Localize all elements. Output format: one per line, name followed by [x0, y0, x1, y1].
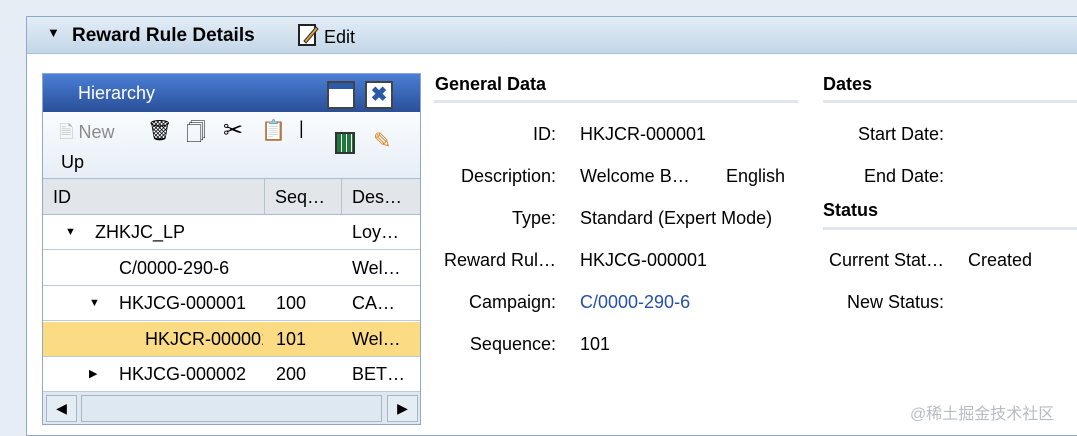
delete-icon[interactable]: 🗑	[147, 120, 173, 142]
row-description: Loy…	[352, 222, 400, 242]
close-icon[interactable]: ✖	[365, 81, 393, 109]
row-sequence: 200	[276, 364, 307, 384]
field-label: Campaign:	[468, 292, 556, 312]
field-label: Type:	[511, 208, 556, 228]
maximize-icon[interactable]	[327, 81, 355, 109]
pencil-icon[interactable]: ✎	[373, 128, 392, 153]
hierarchy-title: Hierarchy	[78, 83, 156, 103]
column-id[interactable]: ID	[43, 179, 265, 215]
new-status-label: New Status:	[846, 292, 944, 312]
column-sequence[interactable]: Seq…	[265, 179, 342, 215]
field-value: Welcome B…	[580, 166, 690, 186]
language-value: English	[726, 166, 786, 186]
general-data-heading: General Data	[435, 74, 547, 94]
row-description: BET…	[352, 364, 406, 384]
scrollbar-thumb[interactable]	[81, 395, 382, 422]
collapse-icon[interactable]: ▼	[47, 25, 60, 40]
panel-header: ▼ Reward Rule Details Edit	[27, 17, 1077, 54]
hierarchy-titlebar: Hierarchy ✖	[43, 74, 420, 112]
start-date-label: Start Date:	[857, 124, 944, 144]
dates-heading: Dates	[823, 74, 873, 94]
current-status-label: Current Stat…	[828, 250, 944, 270]
row-description: Wel…	[352, 257, 401, 278]
expand-icon[interactable]: ▶	[89, 368, 98, 380]
status-heading: Status	[823, 200, 879, 220]
scroll-right-icon[interactable]: ▶	[387, 395, 418, 422]
scroll-left-icon[interactable]: ◀	[46, 395, 77, 422]
field-label: Sequence:	[469, 334, 556, 354]
divider	[434, 100, 798, 103]
row-description: Wel…	[352, 328, 401, 349]
edit-document-icon	[298, 24, 319, 46]
end-date-label: End Date:	[863, 166, 944, 186]
current-status-value: Created	[968, 250, 1033, 270]
tree-row[interactable]: HKJCR-000001 101 Wel…	[43, 321, 420, 357]
row-description: CA…	[352, 293, 396, 313]
field-label: ID:	[532, 124, 556, 144]
row-id: HKJCR-000001	[145, 328, 263, 349]
watermark: @稀土掘金技术社区	[910, 406, 1055, 423]
paste-icon[interactable]: 📋	[261, 120, 286, 142]
panel-title: Reward Rule Details	[72, 25, 255, 46]
divider	[823, 100, 1077, 103]
field-label: Reward Rul…	[443, 250, 556, 270]
tree-row[interactable]: C/0000-290-6 Wel…	[43, 251, 420, 286]
tree-row[interactable]: ▼ ZHKJC_LP Loy…	[43, 215, 420, 250]
hierarchy-toolbar: 🗎 New 🗑 🗍 ✂ 📋 | ✎ Up	[43, 112, 420, 179]
edit-button[interactable]: Edit	[297, 23, 355, 48]
field-value: HKJCG-000001	[580, 250, 708, 270]
export-excel-icon[interactable]	[335, 132, 355, 154]
toolbar-separator: |	[299, 118, 304, 138]
column-headers: ID Seq… Des…	[43, 179, 420, 215]
row-id: ZHKJC_LP	[95, 222, 186, 242]
field-value: 101	[580, 334, 611, 354]
divider	[823, 227, 1077, 230]
collapse-icon[interactable]: ▼	[89, 297, 100, 309]
row-sequence: 101	[276, 328, 307, 349]
new-button[interactable]: 🗎 New	[59, 122, 115, 142]
new-icon: 🗎	[59, 122, 74, 142]
copy-icon[interactable]: 🗍	[186, 122, 206, 144]
hierarchy-window: Hierarchy ✖ 🗎 New 🗑 🗍 ✂ 📋 | ✎ Up ID Seq……	[42, 73, 421, 425]
row-id: C/0000-290-6	[119, 257, 230, 278]
row-sequence: 100	[276, 293, 307, 313]
cut-icon[interactable]: ✂	[223, 117, 244, 144]
field-value: Standard (Expert Mode)	[580, 208, 773, 228]
collapse-icon[interactable]: ▼	[65, 226, 76, 238]
field-value: HKJCR-000001	[580, 124, 707, 144]
edit-label: Edit	[324, 27, 356, 47]
tree-row[interactable]: ▶ HKJCG-000002 200 BET…	[43, 357, 420, 392]
row-id: HKJCG-000002	[119, 364, 247, 384]
row-id: HKJCG-000001	[119, 293, 247, 313]
field-label: Description:	[460, 166, 556, 186]
campaign-link[interactable]: C/0000-290-6	[580, 292, 691, 312]
up-button[interactable]: Up	[61, 152, 85, 172]
horizontal-scrollbar[interactable]: ◀ ▶	[43, 392, 420, 424]
column-description[interactable]: Des…	[352, 187, 403, 207]
tree-row[interactable]: ▼ HKJCG-000001 100 CA…	[43, 286, 420, 321]
